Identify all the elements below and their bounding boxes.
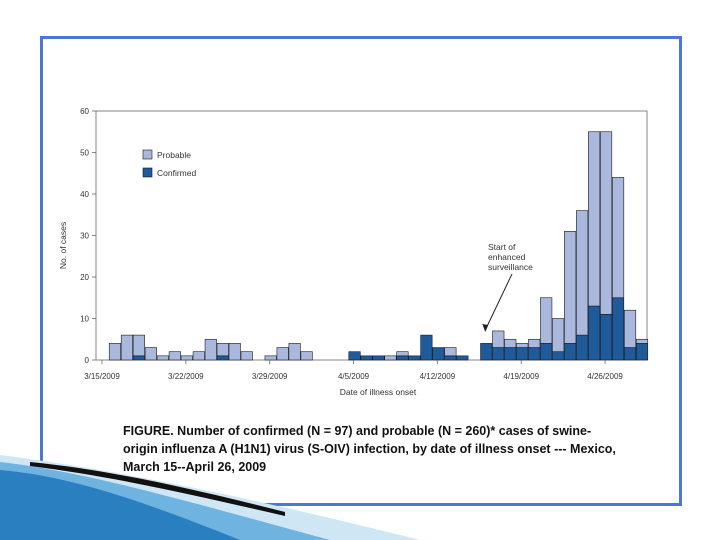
annotation-text: Start of xyxy=(488,242,516,252)
legend-swatch xyxy=(142,167,153,178)
x-tick-label: 4/19/2009 xyxy=(503,372,539,381)
bar-probable xyxy=(120,334,133,361)
swoosh-black xyxy=(30,462,285,516)
bar-probable xyxy=(168,351,181,361)
legend-label: Probable xyxy=(157,150,191,160)
legend-swatch xyxy=(142,149,153,160)
bar-probable xyxy=(384,355,397,361)
bar-probable xyxy=(108,343,122,361)
slide-frame xyxy=(40,36,682,506)
bar-probable xyxy=(276,347,289,361)
y-tick-label: 60 xyxy=(80,107,89,116)
bar-probable xyxy=(228,343,241,361)
bar-probable xyxy=(216,343,229,357)
x-tick-label: 4/12/2009 xyxy=(420,372,456,381)
figure-caption: FIGURE. Number of confirmed (N = 97) and… xyxy=(123,424,616,474)
bar-probable xyxy=(144,347,157,361)
bar-probable xyxy=(180,355,193,361)
bar-probable xyxy=(623,309,637,348)
bar-probable xyxy=(444,347,457,357)
y-tick-label: 10 xyxy=(80,315,89,324)
bar-probable xyxy=(576,210,589,336)
x-tick-label: 4/26/2009 xyxy=(587,372,623,381)
bar-confirmed xyxy=(480,343,493,361)
bar-probable xyxy=(132,334,145,357)
x-tick-label: 3/15/2009 xyxy=(84,372,120,381)
bar-probable xyxy=(204,338,217,361)
y-axis-label: No. of cases xyxy=(58,222,68,269)
bar-probable xyxy=(396,351,409,357)
bar-probable xyxy=(504,338,517,348)
y-tick-label: 20 xyxy=(80,273,89,282)
bar-probable xyxy=(588,131,601,307)
legend-label: Confirmed xyxy=(157,168,196,178)
x-tick-label: 3/22/2009 xyxy=(168,372,204,381)
bar-probable xyxy=(564,231,577,344)
y-tick-label: 50 xyxy=(80,149,89,158)
bar-confirmed xyxy=(348,351,361,361)
bar-confirmed xyxy=(360,355,373,361)
bar-probable xyxy=(288,343,301,361)
bar-confirmed xyxy=(432,347,445,361)
bar-probable xyxy=(552,318,565,353)
bar-probable xyxy=(516,343,529,348)
y-tick-label: 40 xyxy=(80,190,89,199)
bar-probable xyxy=(300,351,313,361)
bar-confirmed xyxy=(456,355,469,361)
bar-confirmed xyxy=(372,355,385,361)
bar-probable xyxy=(156,355,169,361)
x-tick-label: 3/29/2009 xyxy=(252,372,288,381)
annotation-arrow xyxy=(484,273,513,331)
bar-probable xyxy=(635,338,649,344)
y-tick-label: 0 xyxy=(85,356,90,365)
x-tick-label: 4/5/2009 xyxy=(338,372,370,381)
bar-probable xyxy=(540,297,553,344)
bar-confirmed xyxy=(408,355,421,361)
bar-probable xyxy=(264,355,277,361)
annotation-text: enhanced xyxy=(488,252,526,262)
bar-probable xyxy=(600,131,613,315)
swoosh-dark xyxy=(0,470,240,540)
x-axis-label: Date of illness onset xyxy=(340,387,417,397)
bar-probable xyxy=(492,330,505,348)
bar-probable xyxy=(528,338,541,348)
bar-probable xyxy=(240,351,253,361)
annotation-text: surveillance xyxy=(488,262,533,272)
bar-confirmed xyxy=(420,334,433,361)
bar-probable xyxy=(192,351,205,361)
bar-probable xyxy=(612,177,625,299)
annotation-arrowhead xyxy=(482,324,489,332)
y-tick-label: 30 xyxy=(80,232,89,241)
